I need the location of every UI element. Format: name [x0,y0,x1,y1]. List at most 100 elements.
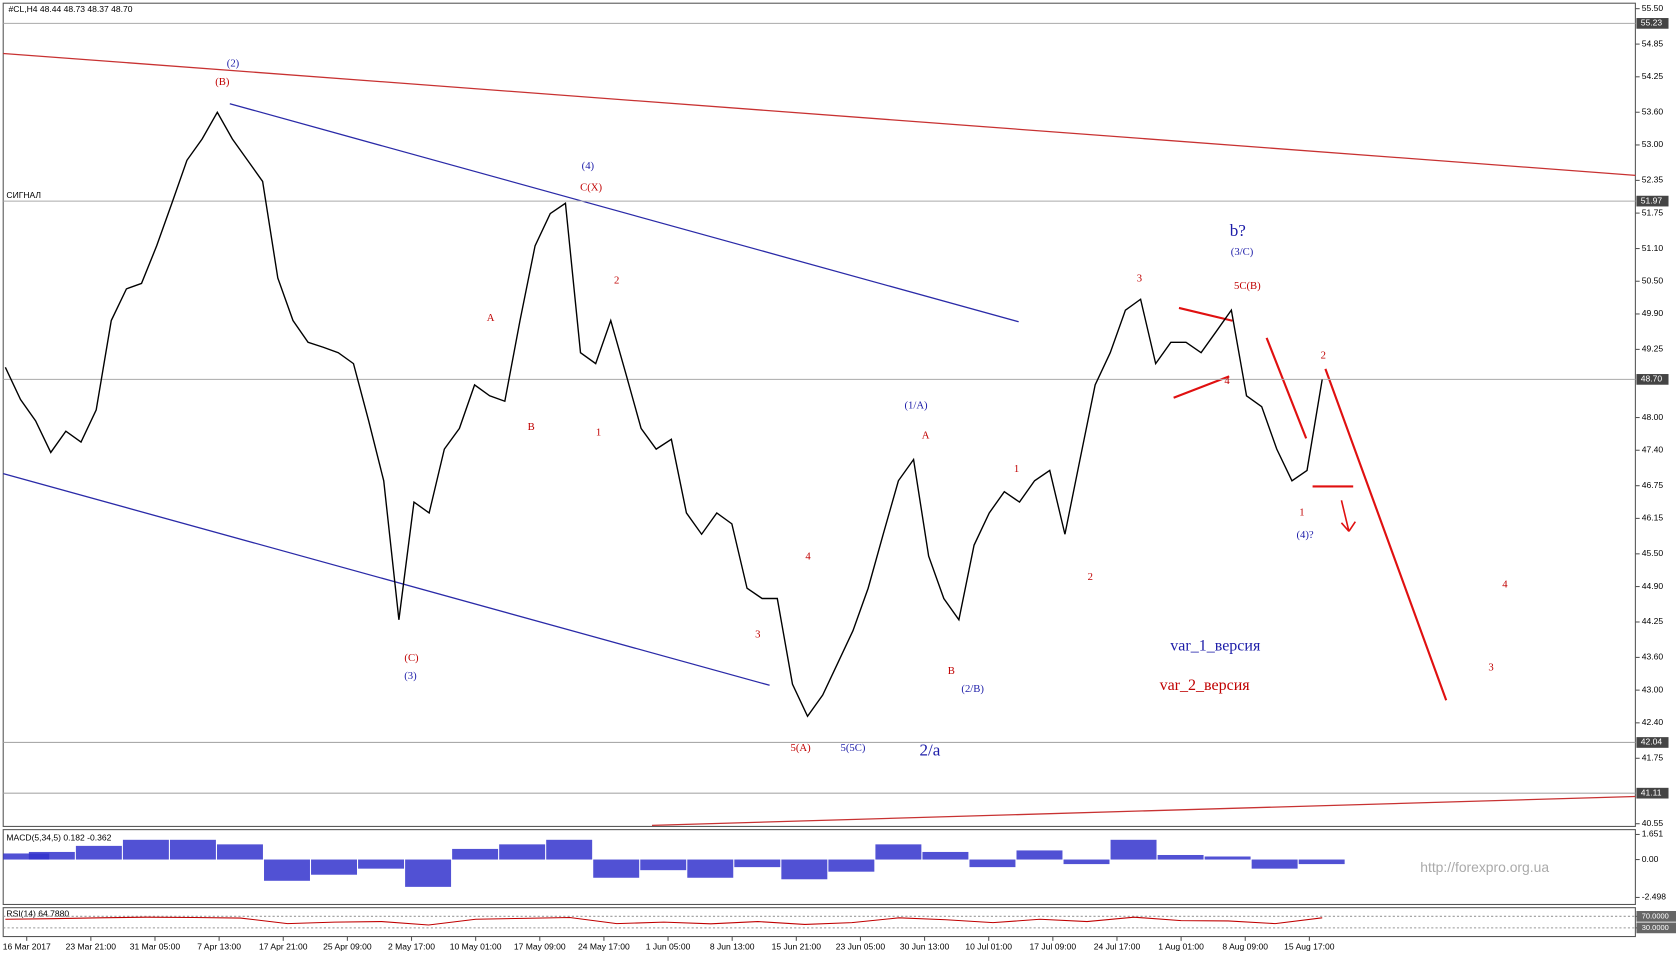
x-tick-label: 8 Jun 13:00 [710,942,755,952]
level-box [1636,195,1669,207]
arrow [1348,521,1357,532]
x-tick-label: 10 Jul 01:00 [965,942,1012,952]
x-tick-label: 7 Apr 13:00 [197,942,241,952]
macd-bar [405,859,452,887]
y-tick-label: 40.55 [1642,818,1664,828]
macd-bar [28,851,75,860]
macd-bar [922,851,969,860]
level-box [1636,374,1669,385]
level-box [1636,18,1669,29]
signal-label: СИГНАЛ [6,190,41,200]
y-tick-label: 54.85 [1642,38,1664,48]
x-tick-label: 15 Aug 17:00 [1284,942,1335,952]
x-tick-label: 24 Jul 17:00 [1094,942,1141,952]
y-tick-label: 43.60 [1642,652,1664,662]
y-tick-label: 51.75 [1642,207,1664,217]
macd-bar [1298,859,1345,865]
wave-label: A [922,430,930,442]
wave-label: 2 [1321,349,1326,361]
macd-bar [452,848,499,860]
x-tick-label: 24 May 17:00 [578,942,630,952]
y-tick-label: 0.00 [1642,854,1659,864]
macd-bar [781,859,828,880]
triangle-line [1178,306,1233,322]
x-tick-label: 23 Jun 05:00 [836,942,886,952]
x-tick-label: 16 Mar 2017 [3,942,51,952]
level-box [1636,910,1676,922]
x-tick-label: 2 May 17:00 [388,942,435,952]
x-tick-label: 23 Mar 21:00 [66,942,117,952]
wave-label: 3 [755,629,760,641]
wave-label: b? [1230,221,1246,240]
wave-label: (B) [215,76,230,88]
price-panel [2,2,1636,827]
macd-bar [546,839,593,860]
macd-panel [2,829,1636,906]
level-box [1636,787,1669,799]
x-tick-label: 15 Jun 21:00 [772,942,822,952]
macd-bar [1110,839,1157,860]
wave-label: 5C(B) [1234,280,1261,292]
header: #CL,H4 48.44 48.73 48.37 48.70 [9,4,133,14]
y-tick-label: 70.0000 [1642,911,1669,920]
macd-bar [1016,850,1063,860]
wave-label: 4 [1224,375,1230,387]
rsi-label: RSI(14) 64.7880 [6,908,69,918]
macd-bar [1251,859,1298,869]
x-tick-label: 1 Jun 05:00 [646,942,691,952]
y-tick-label: 50.50 [1642,276,1664,286]
macd-bar [828,859,875,872]
macd-label: MACD(5,34,5) 0.182 -0.362 [6,832,111,842]
y-tick-label: 30.0000 [1642,923,1669,932]
y-tick-label: -2.498 [1642,892,1666,902]
wave-label: 2/a [919,741,940,760]
y-tick-label: 53.60 [1642,107,1664,117]
y-tick-label: 42.40 [1642,717,1664,727]
y-tick-label: 48.00 [1642,412,1664,422]
x-tick-label: 17 Apr 21:00 [259,942,308,952]
y-tick-label: 49.90 [1642,308,1664,318]
wave-label: C(X) [580,182,602,194]
macd-bar [640,859,687,871]
macd-bar [593,859,640,878]
macd-bar [3,853,50,860]
x-tick-label: 8 Aug 09:00 [1222,942,1268,952]
wedge-line [1265,337,1308,439]
level-label: 51.97 [1641,195,1663,205]
macd-bar [264,859,310,881]
x-tick-label: 25 Apr 09:00 [323,942,372,952]
y-tick-label: 44.25 [1642,616,1664,626]
macd-bar [216,844,263,860]
y-tick-label: 43.00 [1642,684,1664,694]
level-box [1636,737,1669,748]
x-tick-label: 1 Aug 01:00 [1158,942,1204,952]
level-label: 42.04 [1641,737,1663,747]
level-label: 55.23 [1641,18,1663,28]
wave-label: 1 [1299,507,1304,519]
y-tick-label: 54.25 [1642,71,1664,81]
wave-label: 2 [1088,571,1093,583]
y-tick-label: 46.75 [1642,480,1664,490]
wave-label: var_2_версия [1160,677,1251,694]
trend-line [3,52,1636,176]
x-tick-label: 17 May 09:00 [514,942,566,952]
level-label: 48.70 [1641,374,1663,384]
wave-label: (3) [404,670,417,682]
y-tick-label: 44.90 [1642,581,1664,591]
watermark: http://forexpro.org.ua [1420,859,1549,875]
wave-label: (1/A) [904,400,928,412]
wave-label: (3/C) [1231,246,1254,258]
macd-bar [1204,856,1251,860]
wave-label: 4 [805,550,811,562]
macd-bar [875,844,922,860]
x-tick-label: 17 Jul 09:00 [1030,942,1077,952]
wave-label: (4) [582,160,595,172]
wave-label: var_1_версия [1170,637,1261,654]
rsi-panel [2,907,1636,938]
macd-bar [358,859,405,869]
y-tick-label: 55.50 [1642,3,1664,13]
price-line [4,110,1323,718]
wave-label: (4)? [1297,529,1314,541]
